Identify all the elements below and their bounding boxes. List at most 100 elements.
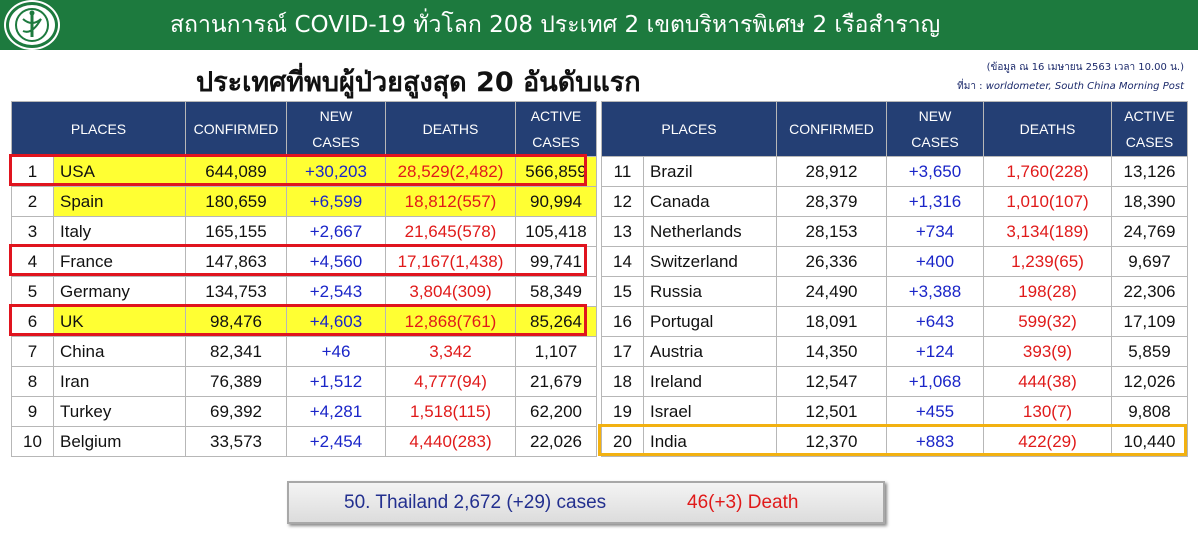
confirmed-cell: 82,341: [185, 336, 287, 367]
rank-cell: 13: [601, 216, 644, 247]
active-cases-cell: 22,026: [515, 426, 597, 457]
confirmed-cell: 134,753: [185, 276, 287, 307]
thailand-summary-box: 50. Thailand 2,672 (+29) cases 46(+3) De…: [287, 481, 885, 524]
active-cases-cell: 105,418: [515, 216, 597, 247]
deaths-cell: 1,760(228): [983, 156, 1112, 187]
rank-cell: 19: [601, 396, 644, 427]
confirmed-cell: 28,153: [776, 216, 887, 247]
deaths-cell: 3,342: [385, 336, 516, 367]
thailand-deaths: 46(+3) Death: [687, 492, 799, 513]
source-text: worldometer, South China Morning Post: [985, 81, 1184, 92]
country-cell: Israel: [643, 396, 777, 427]
col-header-places: PLACES: [11, 101, 186, 157]
active-cases-cell: 566,859: [515, 156, 597, 187]
active-cases-cell: 9,808: [1111, 396, 1188, 427]
active-cases-cell: 85,264: [515, 306, 597, 337]
country-cell: Italy: [53, 216, 186, 247]
confirmed-cell: 644,089: [185, 156, 287, 187]
deaths-cell: 3,804(309): [385, 276, 516, 307]
confirmed-cell: 165,155: [185, 216, 287, 247]
table-row: 18 Ireland 12,547 +1,068 444(38) 12,026: [601, 366, 1188, 397]
active-cases-cell: 99,741: [515, 246, 597, 277]
col-header-deaths: DEATHS: [385, 101, 516, 157]
data-timestamp: (ข้อมูล ณ 16 เมษายน 2563 เวลา 10.00 น.): [986, 62, 1184, 73]
col-header-confirmed: CONFIRMED: [776, 101, 887, 157]
table-row: 15 Russia 24,490 +3,388 198(28) 22,306: [601, 276, 1188, 307]
country-cell: Netherlands: [643, 216, 777, 247]
deaths-cell: 393(9): [983, 336, 1112, 367]
deaths-cell: 198(28): [983, 276, 1112, 307]
confirmed-cell: 28,379: [776, 186, 887, 217]
confirmed-cell: 69,392: [185, 396, 287, 427]
country-cell: USA: [53, 156, 186, 187]
new-cases-cell: +2,667: [286, 216, 386, 247]
table-row: 7 China 82,341 +46 3,342 1,107: [11, 336, 597, 367]
active-cases-cell: 21,679: [515, 366, 597, 397]
rank-cell: 20: [601, 426, 644, 457]
active-cases-cell: 1,107: [515, 336, 597, 367]
title-banner: สถานการณ์ COVID-19 ทั่วโลก 208 ประเทศ 2 …: [0, 0, 1198, 50]
active-cases-cell: 24,769: [1111, 216, 1188, 247]
confirmed-cell: 98,476: [185, 306, 287, 337]
rank-cell: 1: [11, 156, 54, 187]
country-cell: Germany: [53, 276, 186, 307]
source-label: ที่มา :: [957, 81, 983, 92]
deaths-cell: 599(32): [983, 306, 1112, 337]
confirmed-cell: 18,091: [776, 306, 887, 337]
deaths-cell: 4,440(283): [385, 426, 516, 457]
col-header-active-cases: ACTIVE CASES: [1111, 101, 1188, 157]
confirmed-cell: 12,547: [776, 366, 887, 397]
col-header-places: PLACES: [601, 101, 777, 157]
deaths-cell: 444(38): [983, 366, 1112, 397]
rank-cell: 18: [601, 366, 644, 397]
thailand-cases: 50. Thailand 2,672 (+29) cases: [344, 492, 607, 513]
active-cases-cell: 12,026: [1111, 366, 1188, 397]
new-cases-cell: +1,068: [886, 366, 984, 397]
deaths-cell: 1,010(107): [983, 186, 1112, 217]
col-header-new-cases: NEW CASES: [286, 101, 386, 157]
confirmed-cell: 28,912: [776, 156, 887, 187]
new-cases-cell: +1,512: [286, 366, 386, 397]
confirmed-cell: 24,490: [776, 276, 887, 307]
table-row: 12 Canada 28,379 +1,316 1,010(107) 18,390: [601, 186, 1188, 217]
table-row: 14 Switzerland 26,336 +400 1,239(65) 9,697: [601, 246, 1188, 277]
deaths-cell: 18,812(557): [385, 186, 516, 217]
confirmed-cell: 26,336: [776, 246, 887, 277]
rank-cell: 9: [11, 396, 54, 427]
table-row: 1 USA 644,089 +30,203 28,529(2,482) 566,859: [11, 156, 597, 187]
rank-cell: 4: [11, 246, 54, 277]
rank-cell: 7: [11, 336, 54, 367]
col-header-active-cases: ACTIVE CASES: [515, 101, 597, 157]
rank-cell: 5: [11, 276, 54, 307]
deaths-cell: 4,777(94): [385, 366, 516, 397]
rank-cell: 2: [11, 186, 54, 217]
active-cases-cell: 13,126: [1111, 156, 1188, 187]
table-row: 10 Belgium 33,573 +2,454 4,440(283) 22,026: [11, 426, 597, 457]
col-header-deaths: DEATHS: [983, 101, 1112, 157]
table-row: 20 India 12,370 +883 422(29) 10,440: [601, 426, 1188, 457]
rank-cell: 8: [11, 366, 54, 397]
active-cases-cell: 5,859: [1111, 336, 1188, 367]
country-cell: Portugal: [643, 306, 777, 337]
deaths-cell: 12,868(761): [385, 306, 516, 337]
confirmed-cell: 147,863: [185, 246, 287, 277]
table-row: 3 Italy 165,155 +2,667 21,645(578) 105,418: [11, 216, 597, 247]
country-cell: Austria: [643, 336, 777, 367]
table-header-row: PLACES CONFIRMED NEW CASES DEATHS ACTIVE C…: [11, 101, 597, 157]
table-row: 13 Netherlands 28,153 +734 3,134(189) 24,769: [601, 216, 1188, 247]
deaths-cell: 1,518(115): [385, 396, 516, 427]
country-cell: Brazil: [643, 156, 777, 187]
active-cases-cell: 18,390: [1111, 186, 1188, 217]
table-row: 17 Austria 14,350 +124 393(9) 5,859: [601, 336, 1188, 367]
country-cell: France: [53, 246, 186, 277]
table-row: 2 Spain 180,659 +6,599 18,812(557) 90,994: [11, 186, 597, 217]
section-title: ประเทศที่พบผู้ป่วยสูงสุด 20 อันดับแรก: [196, 67, 641, 98]
confirmed-cell: 14,350: [776, 336, 887, 367]
rank-cell: 15: [601, 276, 644, 307]
country-cell: Russia: [643, 276, 777, 307]
deaths-cell: 21,645(578): [385, 216, 516, 247]
ministry-emblem-icon: [6, 2, 58, 48]
country-cell: Switzerland: [643, 246, 777, 277]
country-cell: UK: [53, 306, 186, 337]
country-cell: India: [643, 426, 777, 457]
